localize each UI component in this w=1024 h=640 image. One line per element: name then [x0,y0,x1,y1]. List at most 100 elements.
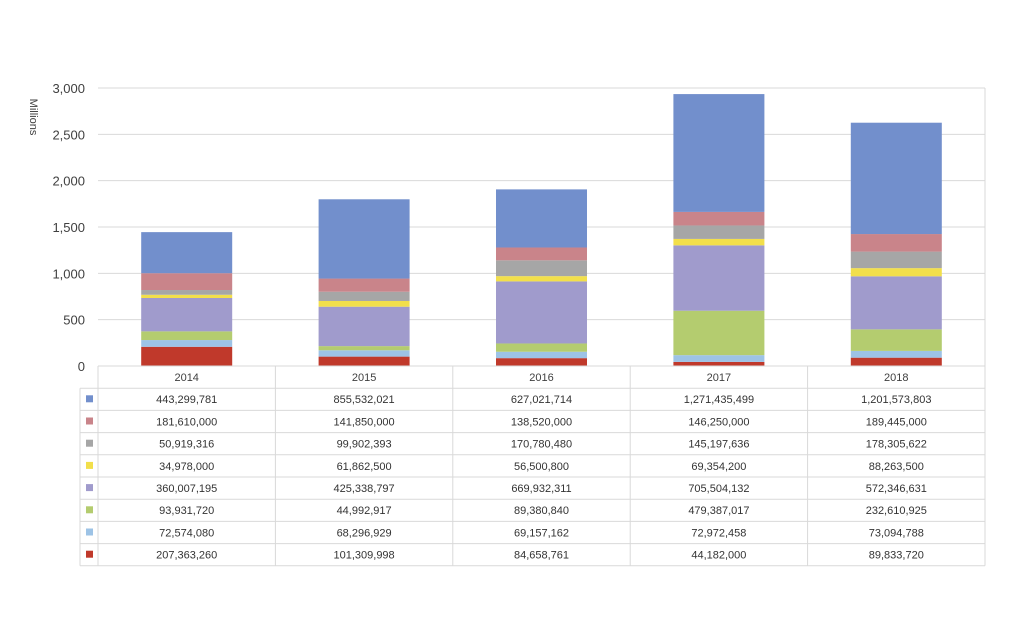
table-cell: 425,338,797 [334,483,395,495]
table-cell: 72,574,080 [159,527,214,539]
table-cell: 141,850,000 [334,416,395,428]
table-cell: 88,263,500 [869,461,924,473]
bar-segment [850,122,942,235]
y-tick-label: 500 [63,313,85,328]
table-cell: 89,833,720 [869,550,924,562]
legend-key [86,417,93,425]
category-label: 2016 [529,372,553,384]
y-tick-label: 1,000 [52,266,85,281]
y-tick-label: 2,000 [52,174,85,189]
table-cell: 232,610,925 [866,505,927,517]
category-label: 2014 [174,372,198,384]
bar-segment [496,343,587,352]
y-tick-label: 3,000 [52,81,85,96]
table-cell: 181,610,000 [156,416,217,428]
table-cell: 207,363,260 [156,550,217,562]
y-tick-label: 0 [78,359,85,374]
table-cell: 73,094,788 [869,527,924,539]
table-cell: 443,299,781 [156,394,217,406]
bar-segment [850,234,942,252]
legend-key [86,506,93,514]
bar-segment [141,273,233,291]
bar-segment [673,94,765,212]
bar-segment [141,346,233,366]
bars [141,94,942,366]
bar-segment [496,281,587,344]
table-cell: 99,902,393 [337,439,392,451]
bar-segment [141,294,233,298]
y-tick-label: 2,500 [52,127,85,142]
bar-segment [673,310,765,356]
bar-segment [496,189,587,248]
bar-segment [318,291,410,301]
bar-segment [318,306,410,347]
legend-key [86,550,93,558]
data-table: 2014 2015 2016 2017 2018 443,299,781 855,532,0… [79,365,986,567]
bar-segment [850,357,942,366]
bar-segment [850,268,942,277]
table-cell: 72,972,458 [691,527,746,539]
legend-key [86,461,93,469]
table-cell: 34,978,000 [159,461,214,473]
table-cell: 479,387,017 [688,505,749,517]
y-tick-label: 1,500 [52,220,85,235]
table-cell: 50,919,316 [159,439,214,451]
bar-segment [318,278,410,292]
table-cell: 1,201,573,803 [861,394,931,406]
table-cell: 855,532,021 [334,394,395,406]
table-cell: 705,504,132 [688,483,749,495]
bar-segment [496,358,587,366]
table-cell: 56,500,800 [514,461,569,473]
bar-segment [141,340,233,347]
table-cell: 44,992,917 [337,505,392,517]
bar-segment [673,355,765,362]
bar-segment [318,356,410,366]
bar-segment [141,331,233,341]
y-axis-label: Millions [27,99,39,136]
bar-segment [673,211,765,226]
table-cell: 178,305,622 [866,439,927,451]
bar-segment [318,346,410,351]
table-cell: 44,182,000 [691,550,746,562]
bar-segment [496,247,587,261]
bar-segment [673,361,765,366]
bar-segment [850,251,942,269]
bar-segment [318,199,410,279]
table-cell: 69,354,200 [691,461,746,473]
table-cell: 84,658,761 [514,550,569,562]
table-cell: 146,250,000 [688,416,749,428]
table-cell: 138,520,000 [511,416,572,428]
y-axis-ticks: 0 500 1,000 1,500 2,000 2,500 3,000 [52,81,85,374]
table-cell: 145,197,636 [688,439,749,451]
bar-segment [141,232,233,274]
table-cell: 170,780,480 [511,439,572,451]
legend-key [86,484,93,492]
table-cell: 360,007,195 [156,483,217,495]
table-cell: 69,157,162 [514,527,569,539]
bar-segment [496,351,587,359]
bar-segment [141,297,233,332]
table-cell: 89,380,840 [514,505,569,517]
bar-segment [141,290,233,295]
bar-segment [850,350,942,358]
bar-segment [850,276,942,330]
table-cell: 61,862,500 [337,461,392,473]
legend-key [86,395,93,403]
category-label: 2015 [352,372,376,384]
table-cell: 189,445,000 [866,416,927,428]
table-cell: 68,296,929 [337,527,392,539]
bar-segment [673,238,765,246]
table-cell: 1,271,435,499 [684,394,754,406]
table-cell: 93,931,720 [159,505,214,517]
category-label: 2017 [707,372,731,384]
bar-segment [496,276,587,282]
bar-segment [673,245,765,311]
bar-segment [850,329,942,351]
bar-segment [496,260,587,277]
category-label: 2018 [884,372,908,384]
bar-segment [318,300,410,307]
bar-segment [673,225,765,239]
table-cell: 627,021,714 [511,394,572,406]
bar-segment [318,350,410,357]
